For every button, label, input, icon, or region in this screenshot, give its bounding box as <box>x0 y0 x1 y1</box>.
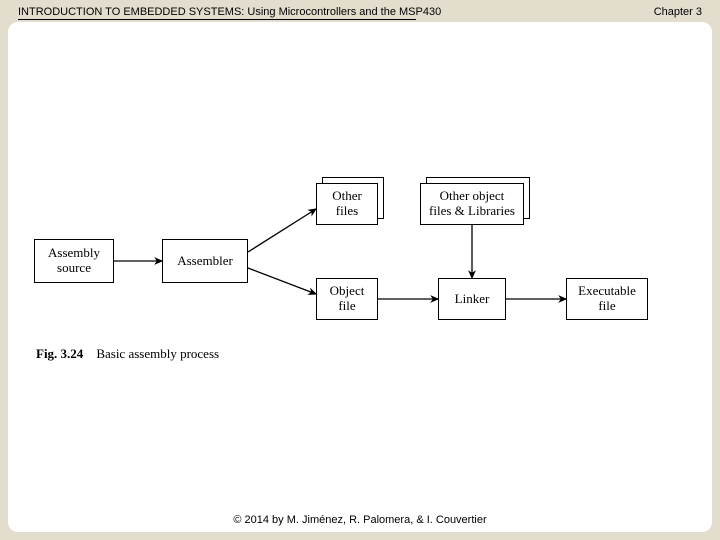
diagram-container: Assemblysource Assembler Otherfiles Objectf… <box>0 0 720 540</box>
node-other_obj: Other objectfiles & Libraries <box>420 183 524 225</box>
node-assembler: Assembler <box>162 239 248 283</box>
node-object_file: Objectfile <box>316 278 378 320</box>
figure-caption-spacer <box>87 346 94 361</box>
node-asm_source: Assemblysource <box>34 239 114 283</box>
node-linker: Linker <box>438 278 506 320</box>
node-other_files: Otherfiles <box>316 183 378 225</box>
footer-copyright: © 2014 by M. Jiménez, R. Palomera, & I. … <box>0 514 720 526</box>
figure-caption-text: Basic assembly process <box>96 346 219 361</box>
node-executable: Executablefile <box>566 278 648 320</box>
figure-caption: Fig. 3.24 Basic assembly process <box>36 346 219 362</box>
figure-number: Fig. 3.24 <box>36 346 83 361</box>
